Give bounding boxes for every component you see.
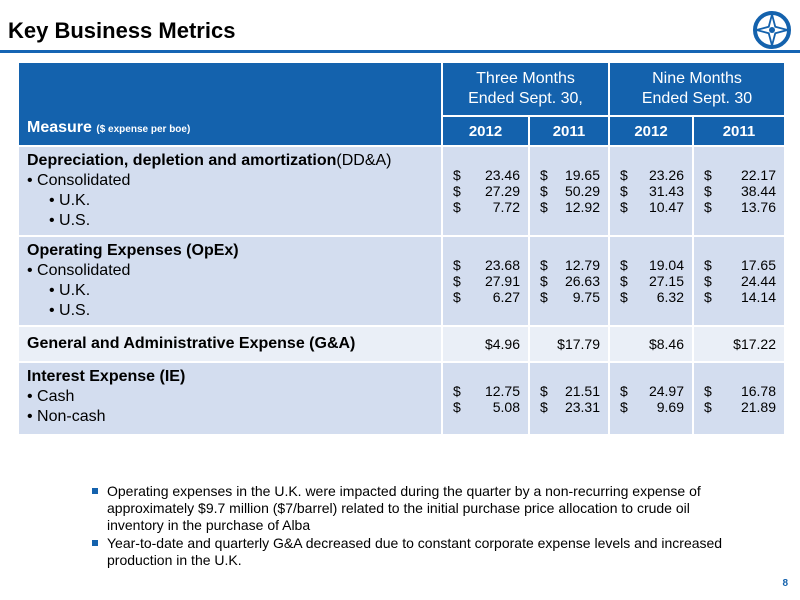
value: 10.47 xyxy=(648,199,684,215)
value-cell: $23.68 $27.91 $6.27 xyxy=(441,235,529,326)
table-row-opex: Operating Expenses (OpEx) • Consolidated… xyxy=(19,235,784,326)
nine-months-header: Nine Months Ended Sept. 30 xyxy=(608,63,784,117)
value-cell: $23.26 $31.43 $10.47 xyxy=(608,145,693,236)
table-row-ie: Interest Expense (IE) • Cash • Non-cash … xyxy=(19,361,784,434)
year-header: 2011 xyxy=(528,116,609,146)
value-cell: $16.78 $21.89 xyxy=(692,361,784,434)
page-number: 8 xyxy=(782,578,788,589)
measure-cell: Interest Expense (IE) • Cash • Non-cash xyxy=(19,361,442,434)
year-header: 2011 xyxy=(692,116,784,146)
square-bullet-icon xyxy=(92,540,98,546)
value: 14.14 xyxy=(740,289,776,305)
measure-sublabel: ($ expense per boe) xyxy=(96,124,191,135)
value-cell: $17.65 $24.44 $14.14 xyxy=(692,235,784,326)
measure-header: Measure ($ expense per boe) xyxy=(19,63,442,146)
value-cell: $23.46 $27.29 $7.72 xyxy=(441,145,529,236)
header-row-groups: Measure ($ expense per boe) Three Months… xyxy=(19,63,784,146)
row-title: Interest Expense (IE) xyxy=(27,368,186,385)
nine-months-line2: Ended Sept. 30 xyxy=(641,90,753,107)
value-cell: $17.22 xyxy=(692,325,784,362)
row-item: • U.S. xyxy=(49,302,91,319)
title-divider xyxy=(0,50,800,53)
row-item: • U.K. xyxy=(49,282,91,299)
row-item: • Consolidated xyxy=(27,262,131,279)
header-row-years: 2012 2011 2012 2011 xyxy=(19,116,784,146)
measure-cell: Operating Expenses (OpEx) • Consolidated… xyxy=(19,235,442,326)
metrics-table: Measure ($ expense per boe) Three Months… xyxy=(19,63,784,434)
compass-star-logo xyxy=(753,11,791,49)
value: 12.79 xyxy=(564,257,600,273)
year-header: 2012 xyxy=(608,116,693,146)
page-title: Key Business Metrics xyxy=(8,18,236,43)
notes-list: Operating expenses in the U.K. were impa… xyxy=(92,483,732,570)
value: 19.04 xyxy=(648,257,684,273)
value-cell: $8.46 xyxy=(608,325,693,362)
value: 23.26 xyxy=(648,167,684,183)
value: 6.27 xyxy=(492,289,520,305)
year-header: 2012 xyxy=(441,116,529,146)
row-item: • Non-cash xyxy=(27,408,106,425)
value-cell: $19.04 $27.15 $6.32 xyxy=(608,235,693,326)
square-bullet-icon xyxy=(92,488,98,494)
value: 31.43 xyxy=(648,183,684,199)
measure-label: Measure xyxy=(27,119,92,136)
three-months-line1: Three Months xyxy=(476,70,575,87)
value-cell: $12.75 $5.08 xyxy=(441,361,529,434)
value: 50.29 xyxy=(564,183,600,199)
value-cell: $12.79 $26.63 $9.75 xyxy=(528,235,609,326)
value-cell: $17.79 xyxy=(528,325,609,362)
table-row-ga: General and Administrative Expense (G&A)… xyxy=(19,325,784,362)
value: 12.75 xyxy=(484,382,520,399)
row-item: • Consolidated xyxy=(27,172,131,189)
value-cell: $21.51 $23.31 xyxy=(528,361,609,434)
value: 17.65 xyxy=(740,257,776,273)
row-item: • U.K. xyxy=(49,192,91,209)
value-cell: $4.96 xyxy=(441,325,529,362)
list-item: Year-to-date and quarterly G&A decreased… xyxy=(92,535,732,569)
value: 27.29 xyxy=(484,183,520,199)
value: 26.63 xyxy=(564,273,600,289)
three-months-line2: Ended Sept. 30, xyxy=(468,90,583,107)
value: 21.51 xyxy=(564,382,600,399)
three-months-header: Three Months Ended Sept. 30, xyxy=(441,63,609,117)
value: 9.69 xyxy=(656,398,684,415)
row-title: Operating Expenses (OpEx) xyxy=(27,242,239,259)
value-cell: $19.65 $50.29 $12.92 xyxy=(528,145,609,236)
row-title: Depreciation, depletion and amortization… xyxy=(27,152,392,169)
row-item: • U.S. xyxy=(49,212,91,229)
row-title: General and Administrative Expense (G&A) xyxy=(27,335,356,352)
value: 27.91 xyxy=(484,273,520,289)
value: 22.17 xyxy=(740,167,776,183)
value: 23.68 xyxy=(484,257,520,273)
value: 5.08 xyxy=(492,398,520,415)
value: 16.78 xyxy=(740,382,776,399)
measure-cell: Depreciation, depletion and amortization… xyxy=(19,145,442,236)
value: 6.32 xyxy=(656,289,684,305)
value: 38.44 xyxy=(740,183,776,199)
value: 27.15 xyxy=(648,273,684,289)
value: 7.72 xyxy=(492,199,520,215)
value: 24.97 xyxy=(648,382,684,399)
value: 19.65 xyxy=(564,167,600,183)
table-row-dda: Depreciation, depletion and amortization… xyxy=(19,145,784,236)
value: 24.44 xyxy=(740,273,776,289)
measure-cell: General and Administrative Expense (G&A) xyxy=(19,325,442,362)
value: 23.46 xyxy=(484,167,520,183)
row-item: • Cash xyxy=(27,388,75,405)
value: 12.92 xyxy=(564,199,600,215)
value: 23.31 xyxy=(564,398,600,415)
value: 9.75 xyxy=(572,289,600,305)
value: 21.89 xyxy=(740,398,776,415)
nine-months-line1: Nine Months xyxy=(652,70,742,87)
value: 13.76 xyxy=(740,199,776,215)
value-cell: $24.97 $9.69 xyxy=(608,361,693,434)
note-text: Year-to-date and quarterly G&A decreased… xyxy=(107,535,723,568)
list-item: Operating expenses in the U.K. were impa… xyxy=(92,483,732,534)
value-cell: $22.17 $38.44 $13.76 xyxy=(692,145,784,236)
note-text: Operating expenses in the U.K. were impa… xyxy=(107,483,701,533)
